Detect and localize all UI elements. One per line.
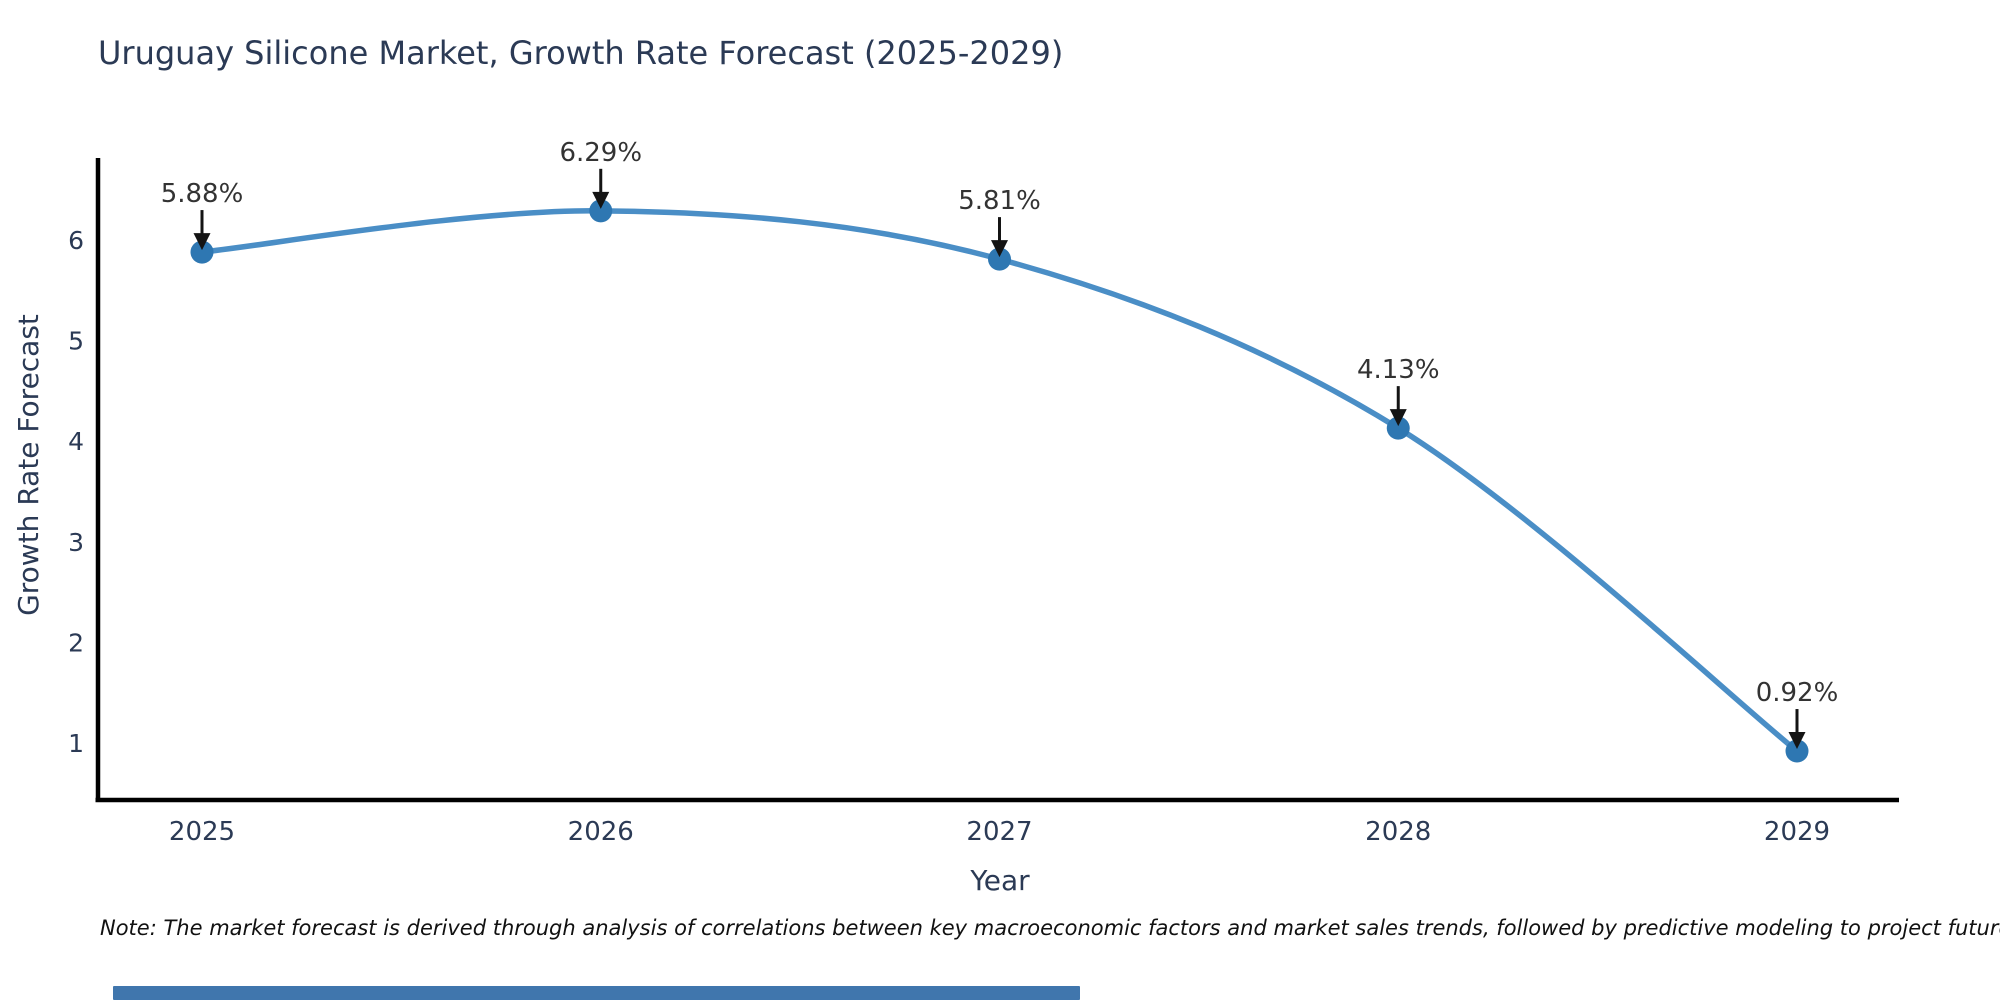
y-tick-label: 5 xyxy=(68,327,84,356)
data-point-marker[interactable] xyxy=(589,199,613,223)
annotation-arrow-head xyxy=(592,191,610,209)
x-tick-label: 2029 xyxy=(1764,817,1830,847)
data-point-marker[interactable] xyxy=(1785,739,1809,763)
x-tick-label: 2025 xyxy=(169,817,235,847)
data-point-value-label: 6.29% xyxy=(559,138,642,168)
annotation-arrow-head xyxy=(991,240,1008,258)
generated-chart-content: 1 2 3 4 5 6 2025 2026 2027 2028 2029 5.88% 6.29% 5.81… xyxy=(68,138,1899,847)
data-point-value-label: 4.13% xyxy=(1357,355,1440,385)
data-point-value-label: 5.81% xyxy=(958,186,1041,216)
data-point-marker[interactable] xyxy=(1386,416,1410,440)
x-axis-title: Year xyxy=(969,864,1030,897)
forecast-line xyxy=(199,208,1800,754)
y-tick-label: 1 xyxy=(68,729,84,758)
y-tick-label: 4 xyxy=(68,427,84,456)
y-tick-label: 2 xyxy=(68,628,84,657)
x-tick-label: 2027 xyxy=(966,817,1032,847)
y-tick-label: 6 xyxy=(68,226,84,255)
annotation-arrow-head xyxy=(193,233,211,251)
data-point-value-label: 0.92% xyxy=(1756,678,1839,708)
x-tick-label: 2028 xyxy=(1365,817,1431,847)
y-tick-label: 3 xyxy=(68,528,84,557)
data-point-marker[interactable] xyxy=(190,240,214,264)
y-axis-title: Growth Rate Forecast xyxy=(12,314,45,616)
data-point-value-label: 5.88% xyxy=(161,179,244,209)
data-point-marker[interactable] xyxy=(988,247,1011,271)
horizontal-scrollbar-thumb[interactable] xyxy=(113,986,1080,1000)
annotation-arrow-head xyxy=(1389,409,1407,427)
footnote: Note: The market forecast is derived thr… xyxy=(100,916,2000,940)
chart-title: Uruguay Silicone Market, Growth Rate For… xyxy=(98,34,1064,72)
x-tick-label: 2026 xyxy=(568,817,634,847)
annotation-arrow-head xyxy=(1788,732,1806,750)
